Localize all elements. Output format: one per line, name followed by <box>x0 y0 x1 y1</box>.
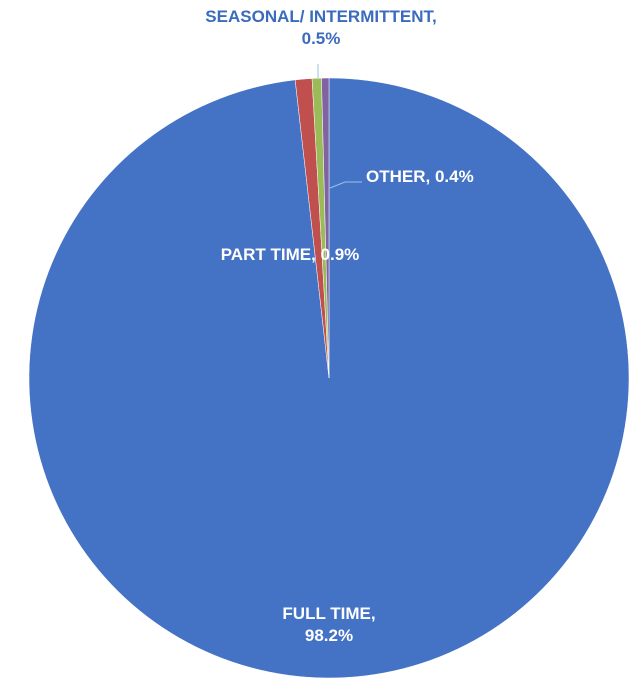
value-label: 0.5% <box>301 29 341 48</box>
pie-slice <box>321 77 330 379</box>
leader-line <box>329 181 362 189</box>
value-label: 0.4% <box>434 167 474 186</box>
data-label: OTHER, 0.4% <box>366 166 566 188</box>
category-label: FULL TIME, <box>282 604 376 623</box>
data-label: SEASONAL/ INTERMITTENT, 0.5% <box>196 6 446 50</box>
category-label: SEASONAL/ INTERMITTENT, <box>205 7 437 26</box>
data-label: FULL TIME, 98.2% <box>264 603 394 647</box>
category-label: OTHER, <box>366 167 431 186</box>
category-label: PART TIME, <box>220 245 316 264</box>
value-label: 98.2% <box>304 626 354 645</box>
value-label: 0.9% <box>320 245 360 264</box>
data-label: PART TIME, 0.9% <box>215 244 365 266</box>
